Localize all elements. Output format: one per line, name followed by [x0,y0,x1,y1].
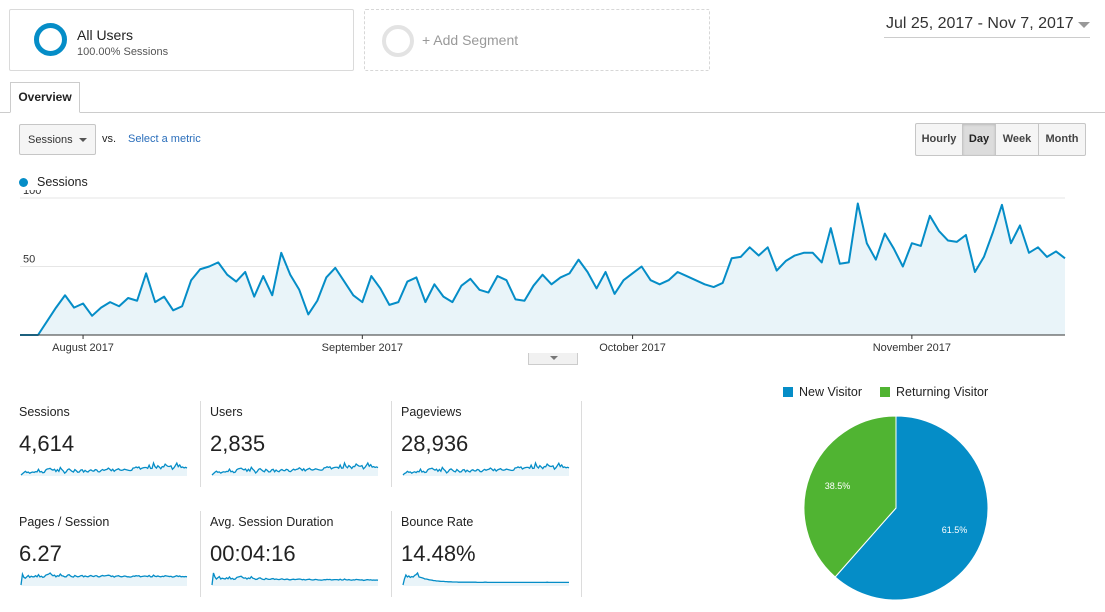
sparkline [211,572,379,586]
sparkline-area [21,463,187,476]
date-range-text: Jul 25, 2017 - Nov 7, 2017 [886,15,1074,32]
series-legend-label: Sessions [37,175,88,189]
pie-legend-new-visitor[interactable]: New Visitor [783,385,862,399]
pie-slice-returning-visitor [803,415,897,578]
scorecard-divider [391,511,392,597]
tab-bar-divider [0,112,1105,113]
sessions-area [20,203,1065,335]
y-tick-label: 50 [23,254,35,266]
sparkline-line [211,572,379,586]
sparkline [402,571,569,586]
empty-segment-ring-icon [382,25,414,57]
y-tick-label: 100 [23,190,41,197]
scorecard-divider [391,401,392,487]
scorecard-avg-session-duration[interactable]: Avg. Session Duration 00:04:16 [210,515,380,595]
scorecard-label: Pageviews [401,405,462,419]
sparkline [402,460,570,476]
pie-slice-new-visitor [834,415,989,601]
sparkline-line [211,461,379,476]
pie-legend-returning-visitor[interactable]: Returning Visitor [880,385,988,399]
pie-slice-label: 38.5% [825,481,851,491]
scorecard-divider [200,401,201,487]
scorecard-value: 2,835 [210,431,266,456]
pie-legend-label: New Visitor [799,385,862,399]
sparkline-area [212,463,378,476]
granularity-week-button[interactable]: Week [996,124,1039,155]
granularity-month-button[interactable]: Month [1045,133,1079,145]
chart-resize-handle[interactable] [528,353,578,365]
scorecard-value: 28,936 [401,431,469,456]
sparkline-line [20,460,188,476]
scorecard-label: Users [210,405,243,419]
scorecard-value: 00:04:16 [210,541,296,566]
scorecard-bounce-rate[interactable]: Bounce Rate 14.48% [401,515,571,595]
sparkline-line [402,571,569,586]
chevron-down-icon [1078,22,1090,28]
granularity-toggle: Hourly Day Week Month [915,123,1086,156]
segment-subtitle: 100.00% Sessions [77,46,169,58]
chevron-down-icon [550,356,558,360]
select-metric-link[interactable]: Select a metric [128,133,201,145]
scorecard-value: 14.48% [401,541,476,566]
sparkline [211,461,379,476]
granularity-day-button[interactable]: Day [963,124,996,155]
scorecard-label: Bounce Rate [401,515,474,529]
x-tick-label: October 2017 [599,342,666,354]
pie-slice-label: 61.5% [942,525,968,535]
granularity-hourly-button[interactable]: Hourly [916,124,963,155]
scorecard-users[interactable]: Users 2,835 [210,405,380,485]
scorecard-divider [200,511,201,597]
sessions-line-chart: 100 50 August 2017 September 2017 October 20… [20,190,1066,354]
pie-legend-label: Returning Visitor [896,385,989,399]
series-color-dot [19,178,28,187]
metric-dropdown-value: Sessions [28,134,73,146]
sparkline [20,460,188,476]
x-tick-label: September 2017 [322,342,403,354]
scorecard-label: Pages / Session [19,515,110,529]
vs-label: vs. [102,133,117,145]
segment-ring-icon [34,23,67,56]
scorecard-pages-session[interactable]: Pages / Session 6.27 [19,515,189,595]
add-segment-button[interactable]: + Add Segment [364,9,710,71]
x-tick-label: August 2017 [52,342,114,354]
scorecard-divider [581,401,582,597]
sparkline-area [403,463,569,476]
date-range-picker[interactable]: Jul 25, 2017 - Nov 7, 2017 [884,13,1090,38]
legend-swatch [783,387,793,397]
legend-swatch [880,387,890,397]
tab-overview[interactable]: Overview [10,82,80,113]
sparkline-line [402,460,570,476]
segment-title: All Users [77,27,134,43]
sparkline [20,571,188,586]
scorecard-sessions[interactable]: Sessions 4,614 [19,405,189,485]
scorecard-value: 4,614 [19,431,75,456]
segment-all-users[interactable]: All Users 100.00% Sessions [9,9,354,71]
visitor-type-pie-chart: 61.5% 38.5% [803,415,989,601]
sparkline-area [212,573,378,586]
sessions-series-line [20,202,1066,336]
metric-dropdown[interactable]: Sessions [19,124,96,155]
chevron-down-icon [79,138,87,142]
scorecard-pageviews[interactable]: Pageviews 28,936 [401,405,571,485]
sparkline-line [20,571,188,586]
scorecard-label: Avg. Session Duration [210,515,334,529]
scorecard-value: 6.27 [19,541,62,566]
x-tick-label: November 2017 [873,342,951,354]
scorecard-label: Sessions [19,405,70,419]
add-segment-label: + Add Segment [422,32,519,48]
